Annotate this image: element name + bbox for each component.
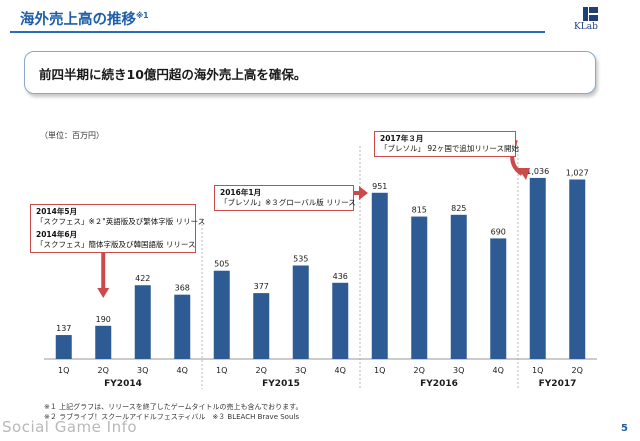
page-title: 海外売上高の推移※1 <box>20 8 149 29</box>
callout-2017-text: 「ブレソル」 92ヶ国で追加リリース開始 <box>380 144 520 153</box>
bar-2q-9 <box>411 216 428 359</box>
bar-3q-2 <box>134 285 151 359</box>
value-label: 377 <box>254 282 269 291</box>
callout-2014-jun-text: 「スクフェス」簡体字版及び韓国語版 リリース <box>36 240 196 249</box>
fiscal-year-label: FY2016 <box>420 379 458 389</box>
bar-4q-11 <box>490 238 507 359</box>
x-tick-label: 1Q <box>532 366 543 375</box>
x-tick-label: 1Q <box>216 366 227 375</box>
callout-2016: 2016年1月 「ブレソル」※３グローバル版 リリース <box>214 185 356 211</box>
x-tick-label: 2Q <box>572 366 583 375</box>
x-tick-label: 1Q <box>58 366 69 375</box>
footnotes: ※１ 上記グラフは、リリースを終了したゲームタイトルの売上も含んでおります。 ※… <box>44 402 302 422</box>
value-label: 1,036 <box>526 167 549 176</box>
bar-4q-3 <box>174 294 191 359</box>
callout-2014: 2014年5月 「スクフェス」※２"英語版及び繁体字版 リリース 2014年6月… <box>30 204 206 253</box>
bar-1q-12 <box>529 177 546 359</box>
unit-label: （単位：百万円） <box>40 131 104 140</box>
x-tick-label: 1Q <box>374 366 385 375</box>
bar-2q-5 <box>253 293 270 359</box>
x-tick-label: 2Q <box>98 366 109 375</box>
callout-2017: 2017年３月 「ブレソル」 92ヶ国で追加リリース開始 <box>374 131 520 157</box>
callout-arrow-2017-head <box>518 168 530 180</box>
value-label: 815 <box>412 206 427 215</box>
fiscal-year-label: FY2017 <box>539 379 577 389</box>
watermark: Social Game Info <box>2 418 138 436</box>
callout-2016-date: 2016年1月 <box>220 188 262 197</box>
bar-2q-13 <box>569 179 586 359</box>
fiscal-year-label: FY2014 <box>104 379 142 389</box>
footnote-1: ※１ 上記グラフは、リリースを終了したゲームタイトルの売上も含んでおります。 <box>44 403 303 411</box>
callout-2014-may-text: 「スクフェス」※２"英語版及び繁体字版 リリース <box>36 217 206 226</box>
bar-4q-7 <box>332 282 349 359</box>
callout-2017-date: 2017年３月 <box>380 134 424 143</box>
callout-2014-jun-date: 2014年6月 <box>36 230 78 239</box>
value-label: 368 <box>175 284 190 293</box>
value-label: 951 <box>372 182 387 191</box>
x-tick-label: 4Q <box>335 366 346 375</box>
x-tick-label: 3Q <box>453 366 464 375</box>
value-label: 422 <box>135 274 150 283</box>
headline-text: 前四半期に続き10億円超の海外売上高を確保。 <box>39 67 307 82</box>
x-tick-label: 2Q <box>414 366 425 375</box>
title-footnote-mark: ※1 <box>136 11 149 21</box>
headline-box: 前四半期に続き10億円超の海外売上高を確保。 <box>24 51 596 94</box>
page-title-text: 海外売上高の推移 <box>20 12 136 28</box>
callout-arrow-2016-head <box>359 186 368 200</box>
fiscal-year-label: FY2015 <box>262 379 300 389</box>
bar-3q-6 <box>292 265 309 359</box>
bar-3q-10 <box>450 214 467 359</box>
value-label: 137 <box>56 324 71 333</box>
x-tick-label: 3Q <box>295 366 306 375</box>
callout-2014-may-date: 2014年5月 <box>36 207 78 216</box>
bar-2q-1 <box>95 325 112 359</box>
callout-2016-text: 「ブレソル」※３グローバル版 リリース <box>220 198 356 207</box>
value-label: 825 <box>451 204 466 213</box>
callout-arrow-2014-head <box>97 288 110 298</box>
x-tick-label: 2Q <box>256 366 267 375</box>
value-label: 690 <box>491 227 506 236</box>
logo-text: KLab <box>574 22 598 32</box>
bar-1q-4 <box>213 270 230 359</box>
bar-1q-8 <box>371 192 388 359</box>
x-tick-label: 4Q <box>177 366 188 375</box>
page-number: 5 <box>621 423 628 434</box>
klab-logo: KLab <box>570 6 614 34</box>
x-tick-label: 4Q <box>493 366 504 375</box>
klab-logo-icon <box>583 7 598 21</box>
value-label: 535 <box>293 254 308 263</box>
footnote-2: ※２ ラブライブ！スクールアイドルフェスティバル ※３ BLEACH Brave… <box>44 413 299 421</box>
value-label: 505 <box>214 260 229 269</box>
title-divider <box>10 31 545 33</box>
bar-1q-0 <box>55 335 72 359</box>
value-label: 190 <box>96 315 111 324</box>
x-tick-label: 3Q <box>137 366 148 375</box>
value-label: 436 <box>333 272 348 281</box>
value-label: 1,027 <box>566 168 589 177</box>
